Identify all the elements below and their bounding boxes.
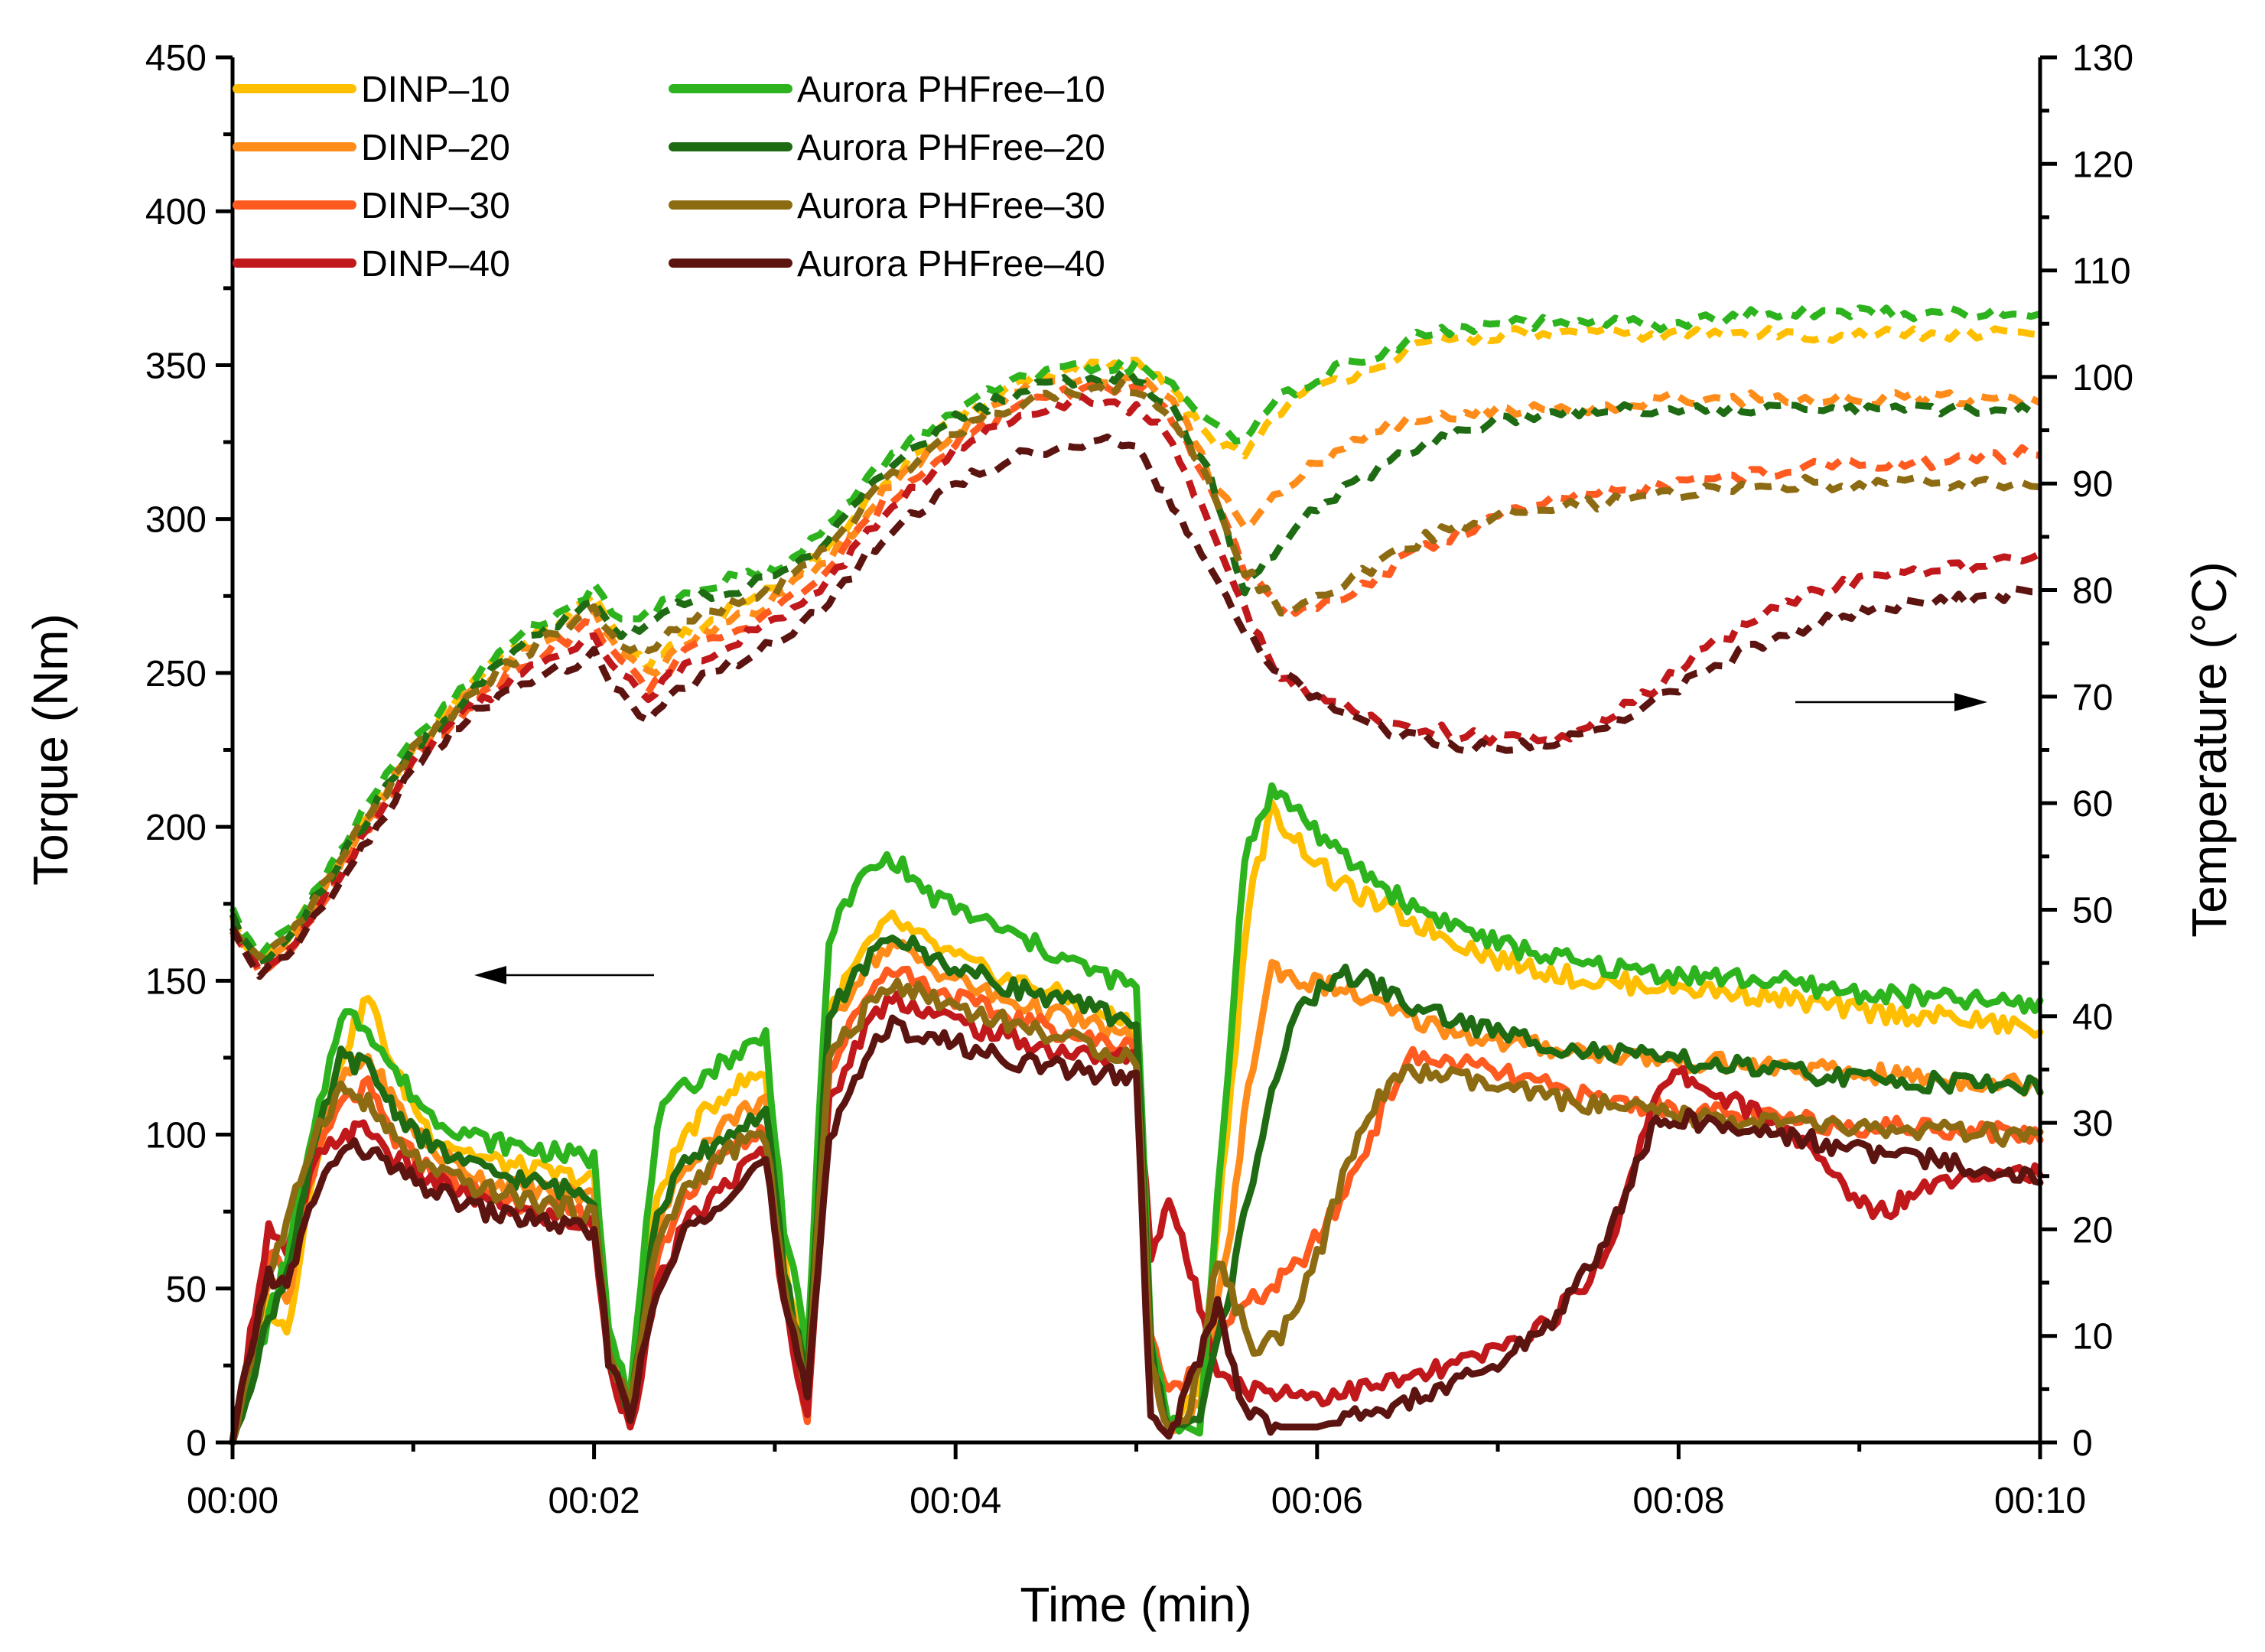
legend-label: Aurora PHFree–40 bbox=[797, 244, 1105, 285]
torque-line-aurora-phfree-40 bbox=[229, 1014, 2044, 1446]
y2-tick-label: 80 bbox=[2072, 571, 2113, 612]
x-tick-label: 00:06 bbox=[1271, 1481, 1363, 1521]
y2-tick-label: 40 bbox=[2072, 997, 2113, 1038]
temperature-series-group bbox=[229, 303, 2042, 980]
legend-label: Aurora PHFree–30 bbox=[797, 186, 1105, 226]
legend-label: Aurora PHFree–20 bbox=[797, 128, 1105, 168]
y2-tick-label: 120 bbox=[2072, 145, 2133, 185]
temperature-line-aurora-phfree-20 bbox=[229, 368, 2041, 965]
x-tick-label: 00:00 bbox=[187, 1481, 278, 1521]
legend-item-aurora-phfree-40: Aurora PHFree–40 bbox=[669, 244, 1105, 285]
legend: DINP–10 DINP–20 DINP–30 DINP–40 Aurora PHFre… bbox=[233, 70, 1105, 285]
right-arrowhead-icon bbox=[1954, 693, 1987, 711]
y-tick-label: 400 bbox=[145, 192, 207, 233]
x-tick-label: 00:04 bbox=[910, 1481, 1001, 1521]
right-y-axis-title: Temperature (°C) bbox=[2182, 561, 2237, 938]
temperature-line-aurora-phfree-10 bbox=[229, 303, 2042, 961]
x-tick-label: 00:08 bbox=[1632, 1481, 1724, 1521]
x-axis-title: Time (min) bbox=[1020, 1577, 1251, 1632]
temperature-line-dinp-10 bbox=[229, 324, 2041, 964]
temperature-line-dinp-30 bbox=[229, 381, 2041, 977]
y2-tick-label: 20 bbox=[2072, 1210, 2113, 1250]
torque-series-group bbox=[229, 782, 2044, 1446]
y-tick-label: 50 bbox=[166, 1270, 207, 1310]
left-y-axis-title: Torque (Nm) bbox=[23, 613, 78, 886]
y2-tick-label: 70 bbox=[2072, 678, 2113, 718]
y2-tick-label: 30 bbox=[2072, 1104, 2113, 1144]
temperature-axis-arrow bbox=[1795, 693, 1987, 711]
y2-tick-label: 110 bbox=[2072, 252, 2131, 292]
y-tick-label: 300 bbox=[145, 500, 207, 541]
x-axis-ticks: 00:00 00:02 00:04 00:06 00:08 00:10 bbox=[187, 1442, 2086, 1521]
y2-tick-label: 50 bbox=[2072, 890, 2113, 931]
y-tick-label: 350 bbox=[145, 346, 207, 386]
legend-item-dinp-10: DINP–10 bbox=[233, 70, 510, 110]
y-tick-label: 0 bbox=[186, 1423, 207, 1464]
annotations bbox=[474, 693, 1987, 984]
y-tick-label: 250 bbox=[145, 654, 207, 694]
y2-tick-label: 130 bbox=[2072, 38, 2133, 79]
left-y-axis-ticks: 0 50 100 150 200 250 300 350 400 450 bbox=[145, 38, 233, 1464]
legend-item-aurora-phfree-20: Aurora PHFree–20 bbox=[669, 128, 1105, 168]
left-arrowhead-icon bbox=[474, 966, 506, 984]
y2-tick-label: 10 bbox=[2072, 1317, 2113, 1358]
y-tick-label: 200 bbox=[145, 808, 207, 848]
legend-item-dinp-20: DINP–20 bbox=[233, 128, 510, 168]
y-tick-label: 450 bbox=[145, 38, 207, 79]
legend-item-aurora-phfree-10: Aurora PHFree–10 bbox=[669, 70, 1105, 110]
legend-label: DINP–20 bbox=[361, 128, 510, 168]
y-tick-label: 100 bbox=[145, 1116, 207, 1156]
legend-label: DINP–30 bbox=[361, 186, 510, 226]
legend-item-dinp-40: DINP–40 bbox=[233, 244, 510, 285]
legend-label: DINP–10 bbox=[361, 70, 510, 110]
temperature-line-dinp-40 bbox=[229, 393, 2042, 974]
legend-item-aurora-phfree-30: Aurora PHFree–30 bbox=[669, 186, 1105, 226]
y2-tick-label: 0 bbox=[2072, 1423, 2093, 1464]
torque-line-dinp-10 bbox=[229, 799, 2044, 1446]
temperature-line-dinp-20 bbox=[229, 372, 2042, 964]
right-y-axis-ticks: 0 10 20 30 40 50 60 70 80 90 100 110 120 130 bbox=[2040, 38, 2133, 1464]
legend-label: DINP–40 bbox=[361, 244, 510, 285]
torque-line-aurora-phfree-10 bbox=[229, 782, 2044, 1446]
y-tick-label: 150 bbox=[145, 961, 207, 1002]
temperature-line-aurora-phfree-40 bbox=[229, 433, 2041, 980]
x-tick-label: 00:02 bbox=[548, 1481, 640, 1521]
legend-label: Aurora PHFree–10 bbox=[797, 70, 1105, 110]
torque-axis-arrow bbox=[474, 966, 654, 984]
y2-tick-label: 100 bbox=[2072, 358, 2133, 398]
torque-line-aurora-phfree-20 bbox=[229, 934, 2044, 1446]
x-tick-label: 00:10 bbox=[1994, 1481, 2086, 1521]
y2-tick-label: 60 bbox=[2072, 784, 2113, 824]
legend-item-dinp-30: DINP–30 bbox=[233, 186, 510, 226]
y2-tick-label: 90 bbox=[2072, 464, 2113, 505]
